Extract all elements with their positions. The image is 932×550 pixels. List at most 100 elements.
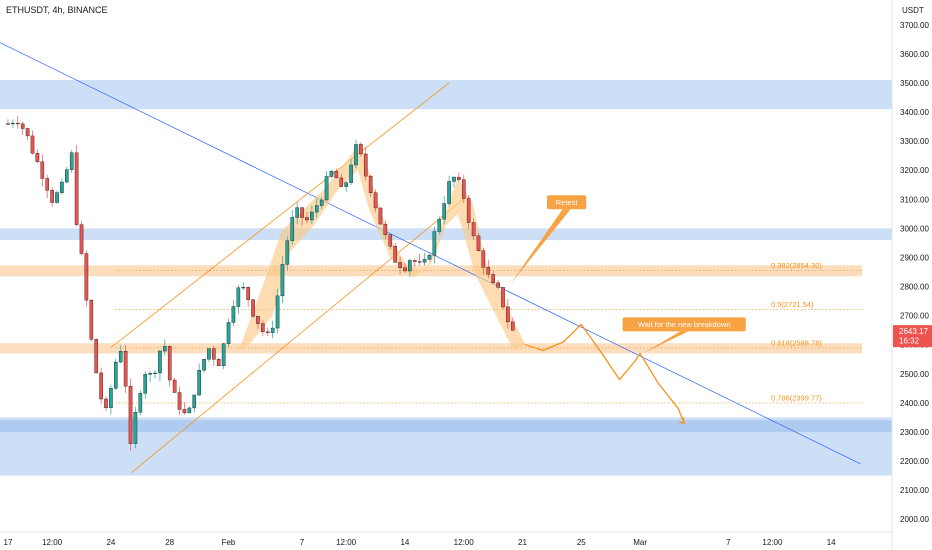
downtrend-line (0, 42, 861, 465)
fibonacci-levels: 0.382(2854.30) 0.5(2721.54) 0.618(2588.78)… (0, 261, 862, 404)
projection-arrowhead (679, 417, 685, 425)
candle-body (172, 379, 177, 393)
candle-body (128, 385, 133, 444)
time-tick-label-12: 7 (726, 538, 731, 547)
candle-body (486, 267, 491, 275)
candle-61 (305, 212, 309, 224)
candle-93 (461, 175, 466, 204)
candle-68 (339, 173, 344, 187)
candle-body (373, 192, 378, 209)
candle-body (506, 306, 510, 323)
candle-46 (231, 300, 236, 327)
time-tick-label-11: Mar (633, 538, 647, 547)
candle-87 (432, 226, 437, 264)
candle-36 (182, 402, 187, 415)
candle-13 (69, 149, 74, 173)
candle-body (354, 144, 358, 166)
candle-9 (50, 186, 54, 208)
candle-42 (212, 346, 216, 366)
candle-10 (55, 190, 59, 204)
candle-body (84, 253, 89, 301)
candle-60 (300, 207, 304, 226)
candle-body (305, 217, 309, 221)
candle-body (202, 358, 206, 371)
candle-body (310, 211, 314, 221)
candle-body (163, 346, 167, 352)
candle-body (388, 234, 393, 247)
candle-body (324, 176, 329, 201)
candle-25 (128, 378, 133, 451)
candle-body (295, 207, 299, 218)
candle-89 (442, 196, 446, 225)
candle-75 (373, 189, 378, 213)
time-tick-label-4: Feb (222, 538, 236, 547)
price-tick-label-0: 2000.00 (900, 515, 929, 524)
price-tick-label-2: 2200.00 (900, 457, 929, 466)
time-axis: 17 12:00 24 28 Feb 7 12:00 14 12:00 21 25 Mar 7 12:00… (0, 531, 892, 547)
candle-72 (359, 142, 363, 157)
candle-22 (114, 358, 118, 391)
candle-66 (329, 169, 334, 179)
time-tick-label-14: 14 (827, 538, 836, 547)
candle-body (118, 351, 123, 363)
projection-path (524, 323, 685, 424)
price-tick-label-13: 3300.00 (900, 137, 929, 146)
candle-59 (295, 202, 299, 225)
candle-body (275, 295, 280, 329)
time-tick-label-7: 14 (400, 538, 409, 547)
price-tick-label-3: 2300.00 (900, 428, 929, 437)
candle-body (300, 207, 304, 218)
candle-12 (65, 166, 69, 184)
candle-body (30, 135, 35, 154)
candle-body (138, 392, 143, 413)
time-tick-label-1: 12:00 (42, 538, 63, 547)
support-zone-1 (0, 420, 892, 432)
candle-body (471, 222, 476, 237)
candle-91 (452, 176, 456, 188)
candle-103 (511, 317, 515, 331)
candle-body (412, 260, 417, 262)
candle-54 (270, 320, 275, 339)
candle-body (143, 374, 148, 394)
candle-49 (246, 286, 250, 307)
candle-body (466, 198, 471, 223)
candle-body (363, 153, 368, 177)
last-price-value: 2643.17 (899, 327, 928, 336)
candle-52 (261, 320, 265, 337)
price-tick-label-12: 3200.00 (900, 166, 929, 175)
candle-47 (236, 285, 241, 315)
resistance-zone-0 (0, 80, 892, 110)
candle-body (226, 322, 231, 344)
candle-body (167, 346, 172, 381)
candle-body (99, 372, 103, 400)
candle-2 (16, 115, 20, 129)
candle-53 (265, 327, 270, 337)
candle-1 (11, 119, 15, 128)
candle-body (89, 299, 94, 340)
candle-body (158, 350, 162, 374)
candle-body (452, 176, 456, 182)
candle-69 (344, 181, 348, 192)
candle-92 (457, 172, 461, 183)
candle-18 (94, 338, 99, 374)
candle-21 (109, 384, 113, 415)
candle-body (94, 339, 99, 374)
candle-100 (496, 280, 500, 290)
candle-63 (314, 198, 319, 218)
candle-body (481, 250, 486, 268)
price-tick-label-7: 2700.00 (900, 312, 929, 321)
price-axis: 2000.00 2100.00 2200.00 2300.00 2400.00 2500.… (891, 0, 932, 550)
candle-body (285, 240, 290, 265)
candle-body (251, 299, 255, 317)
candle-27 (138, 390, 143, 416)
candle-body (50, 190, 54, 203)
callout-1: Wait for the new breakdown (622, 317, 746, 354)
resistance-zone-1 (0, 228, 892, 240)
candle-64 (319, 196, 324, 210)
candle-body (265, 331, 270, 333)
candle-45 (226, 318, 231, 348)
candle-65 (324, 171, 329, 202)
channel-lower-line (131, 196, 467, 473)
candle-body (427, 254, 432, 260)
